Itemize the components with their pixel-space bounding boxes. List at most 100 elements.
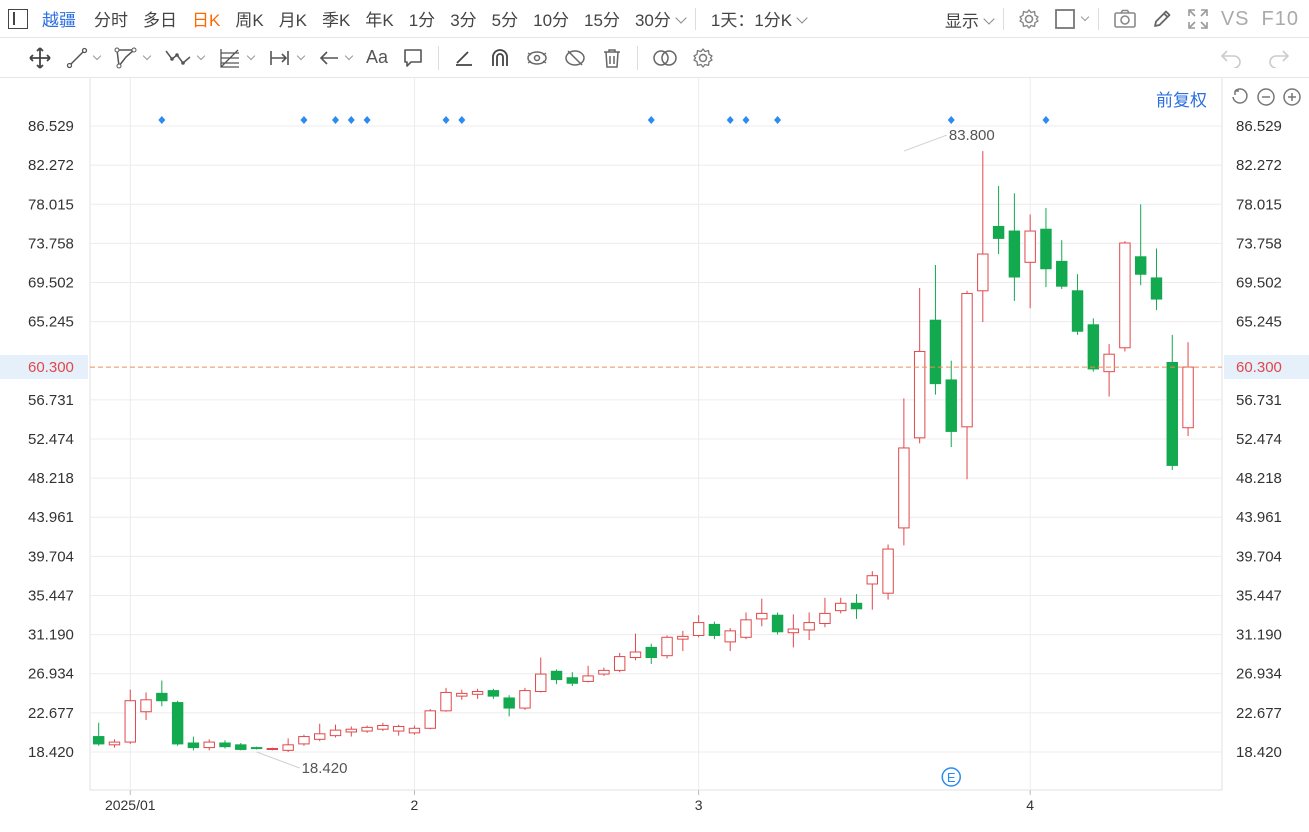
gear-icon[interactable] [1018, 8, 1040, 30]
candle [250, 746, 263, 750]
price-adjustment-select[interactable]: 前复权 [1156, 91, 1207, 110]
candle [740, 612, 752, 640]
candle [756, 598, 768, 627]
y-tick-label-left: 56.731 [28, 392, 74, 409]
candle-body [235, 744, 247, 750]
candle-body [92, 736, 105, 745]
period-tab[interactable]: 5分 [491, 11, 519, 30]
candle [1166, 334, 1178, 471]
top-toolbar: 越疆 分时 多日 日K 周K 月K 季K 年K 1分 3分 5分 10分 15分 30分 1天：1分K … [0, 0, 1309, 38]
vs-compare-button[interactable]: VS [1220, 7, 1250, 30]
y-tick-label-right: 48.218 [1236, 470, 1282, 487]
period-tab[interactable]: 月K [278, 11, 308, 30]
period-tab[interactable]: 30分 [635, 6, 685, 31]
zoom-out-icon[interactable] [1256, 87, 1276, 112]
multi-period-select[interactable]: 1天：1分K [711, 6, 806, 31]
measure-tool-icon[interactable] [268, 47, 306, 69]
kline-chart[interactable]: 前复权 86.529 86.529 82.272 82.272 78.015 78.015… [0, 78, 1309, 832]
magnet-icon[interactable] [489, 47, 511, 69]
candle [456, 689, 468, 700]
period-tab[interactable]: 年K [365, 11, 394, 30]
zoom-in-icon[interactable] [1282, 87, 1302, 112]
fullscreen-icon[interactable] [1187, 8, 1209, 30]
candle [708, 621, 721, 640]
candle-body [1166, 361, 1178, 466]
candle-body [645, 646, 657, 659]
wave-tool-icon[interactable] [164, 47, 206, 69]
candle-body [171, 702, 184, 745]
settings-icon[interactable] [692, 47, 714, 69]
text-tool-icon[interactable]: Aa [366, 47, 389, 67]
event-marker-diamond [726, 116, 734, 124]
candle [282, 738, 294, 752]
move-icon[interactable] [28, 46, 52, 70]
period-tab[interactable]: 分时 [94, 11, 128, 30]
y-tick-label-right: 56.731 [1236, 392, 1282, 409]
candle-body [377, 725, 389, 730]
period-tab[interactable]: 1分 [408, 11, 436, 30]
trash-icon[interactable] [601, 47, 623, 69]
f10-button[interactable]: F10 [1261, 7, 1299, 30]
toolbar-right: 显示 VS F10 [945, 0, 1309, 38]
undo-icon[interactable] [1219, 48, 1243, 73]
candle-body [661, 636, 673, 657]
stock-name[interactable]: 越疆 [42, 11, 76, 30]
period-tab[interactable]: 15分 [584, 11, 620, 30]
display-dropdown[interactable]: 显示 [945, 7, 993, 32]
event-marker-diamond [947, 116, 955, 124]
candle-body [1134, 256, 1147, 275]
period-tab[interactable]: 3分 [450, 11, 477, 30]
y-tick-label-left: 52.474 [28, 431, 74, 448]
event-markers: E [158, 116, 1050, 787]
sidebar-toggle-icon[interactable] [8, 8, 28, 29]
candle-body [835, 602, 847, 612]
event-e-label: E [947, 770, 956, 785]
fib-tool-icon[interactable] [218, 47, 256, 69]
candle [1008, 193, 1021, 301]
period-tab[interactable]: 多日 [143, 11, 177, 30]
ruler-icon[interactable] [453, 47, 475, 69]
event-marker-diamond [332, 116, 340, 124]
candle [535, 657, 547, 693]
redo-icon[interactable] [1267, 48, 1291, 73]
period-tab[interactable]: 日K [192, 11, 221, 30]
candle-body [282, 744, 294, 751]
square-icon[interactable] [1054, 8, 1090, 30]
candle [1087, 318, 1100, 372]
period-tab[interactable]: 季K [322, 11, 351, 30]
reset-icon[interactable] [1230, 87, 1250, 112]
hide-icon[interactable] [563, 47, 587, 69]
polygon-tool-icon[interactable] [114, 47, 152, 69]
chevron-down-icon [1080, 12, 1090, 22]
candle-body [1008, 230, 1021, 278]
y-tick-label-right: 35.447 [1236, 588, 1282, 605]
candle [408, 725, 421, 735]
event-marker-diamond [347, 116, 355, 124]
period-tab[interactable]: 10分 [533, 11, 570, 30]
candle [598, 667, 610, 676]
y-tick-label-left: 48.218 [28, 470, 74, 487]
pencil-icon[interactable] [1151, 8, 1173, 30]
candle [219, 740, 231, 749]
line-tool-icon[interactable] [66, 47, 102, 69]
candle [345, 726, 358, 737]
event-marker-diamond [774, 116, 782, 124]
camera-icon[interactable] [1113, 8, 1137, 30]
compare-icon[interactable] [652, 47, 678, 69]
y-tick-label-left: 82.272 [28, 157, 74, 174]
candle [487, 688, 500, 699]
chart-canvas[interactable]: 86.529 86.529 82.272 82.272 78.015 78.015 73.7… [0, 78, 1309, 832]
period-tabs: 分时 多日 日K 周K 月K 季K 年K 1分 3分 5分 10分 15分 30分 [76, 6, 685, 31]
eye-lock-icon[interactable] [525, 47, 549, 69]
arrow-tool-icon[interactable] [318, 47, 354, 69]
annotation-leader [256, 751, 300, 769]
candle-body [108, 741, 121, 746]
chevron-down-icon [296, 51, 306, 60]
candle-body [850, 602, 863, 610]
period-tab[interactable]: 周K [235, 11, 264, 30]
candle [645, 643, 657, 664]
x-tick-label: 2 [411, 797, 419, 813]
candle [1056, 240, 1068, 289]
comment-tool-icon[interactable] [402, 47, 424, 69]
candle-body [582, 675, 594, 682]
